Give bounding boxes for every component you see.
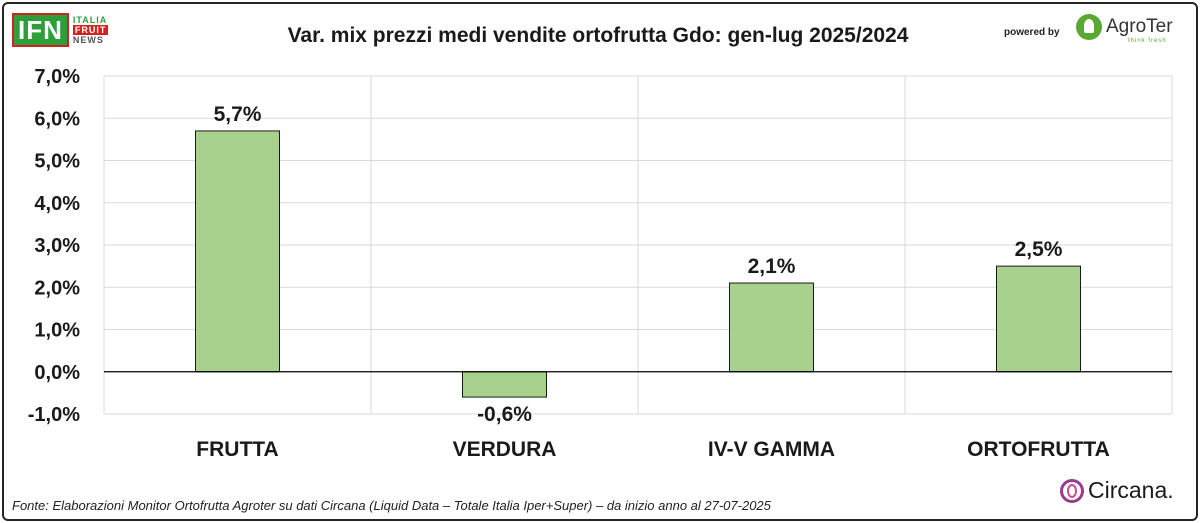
y-tick-label: 3,0% xyxy=(34,235,80,257)
bar-chart: -1,0% 0,0% 1,0% 2,0% 3,0% 4,0% 5,0% 6,0% 7,0% 5,7… xyxy=(28,66,1173,461)
y-tick-label: 2,0% xyxy=(34,277,80,299)
x-category-label: FRUTTA xyxy=(196,438,278,461)
agroter-logo-text: AgroTer xyxy=(1106,16,1173,37)
data-label: 2,1% xyxy=(748,255,796,278)
chart-title: Var. mix prezzi medi vendite ortofrutta … xyxy=(287,24,909,47)
circana-logo: Circana. xyxy=(1060,477,1174,504)
data-label: 2,5% xyxy=(1015,238,1063,261)
bar xyxy=(729,282,814,373)
source-note: Fonte: Elaborazioni Monitor Ortofrutta A… xyxy=(12,498,771,513)
bar xyxy=(195,130,280,373)
y-tick-label: 7,0% xyxy=(34,66,80,88)
y-tick-label: 1,0% xyxy=(34,320,80,342)
ifn-logo-line-3: NEWS xyxy=(72,35,104,45)
y-tick-label: 0,0% xyxy=(34,362,80,384)
x-category-label: IV-V GAMMA xyxy=(708,438,835,461)
y-tick-label: 4,0% xyxy=(34,193,80,215)
circana-ring-icon xyxy=(1060,478,1084,503)
agroter-tagline: think fresh xyxy=(1128,38,1167,44)
ifn-logo-line-2: FRUIT xyxy=(72,25,109,35)
agroter-leaf-icon xyxy=(1076,14,1102,40)
x-category-label: VERDURA xyxy=(453,438,557,461)
data-label: -0,6% xyxy=(477,403,532,426)
ifn-logo-subtitle: ITALIA FRUIT NEWS xyxy=(72,15,109,45)
circana-logo-text: Circana. xyxy=(1088,477,1174,503)
y-tick-label: 5,0% xyxy=(34,151,80,173)
ifn-logo: IFN ITALIA FRUIT NEWS xyxy=(12,13,109,47)
y-tick-label: 6,0% xyxy=(34,108,80,130)
y-tick-label: -1,0% xyxy=(28,404,80,426)
powered-by-label: powered by xyxy=(1004,27,1060,38)
bar xyxy=(462,371,547,398)
bar xyxy=(996,265,1081,373)
data-label: 5,7% xyxy=(214,103,262,126)
agroter-logo: AgroTer xyxy=(1076,14,1173,40)
ifn-logo-line-1: ITALIA xyxy=(72,15,108,25)
ifn-logo-mark: IFN xyxy=(12,13,69,47)
x-category-label: ORTOFRUTTA xyxy=(967,438,1110,461)
